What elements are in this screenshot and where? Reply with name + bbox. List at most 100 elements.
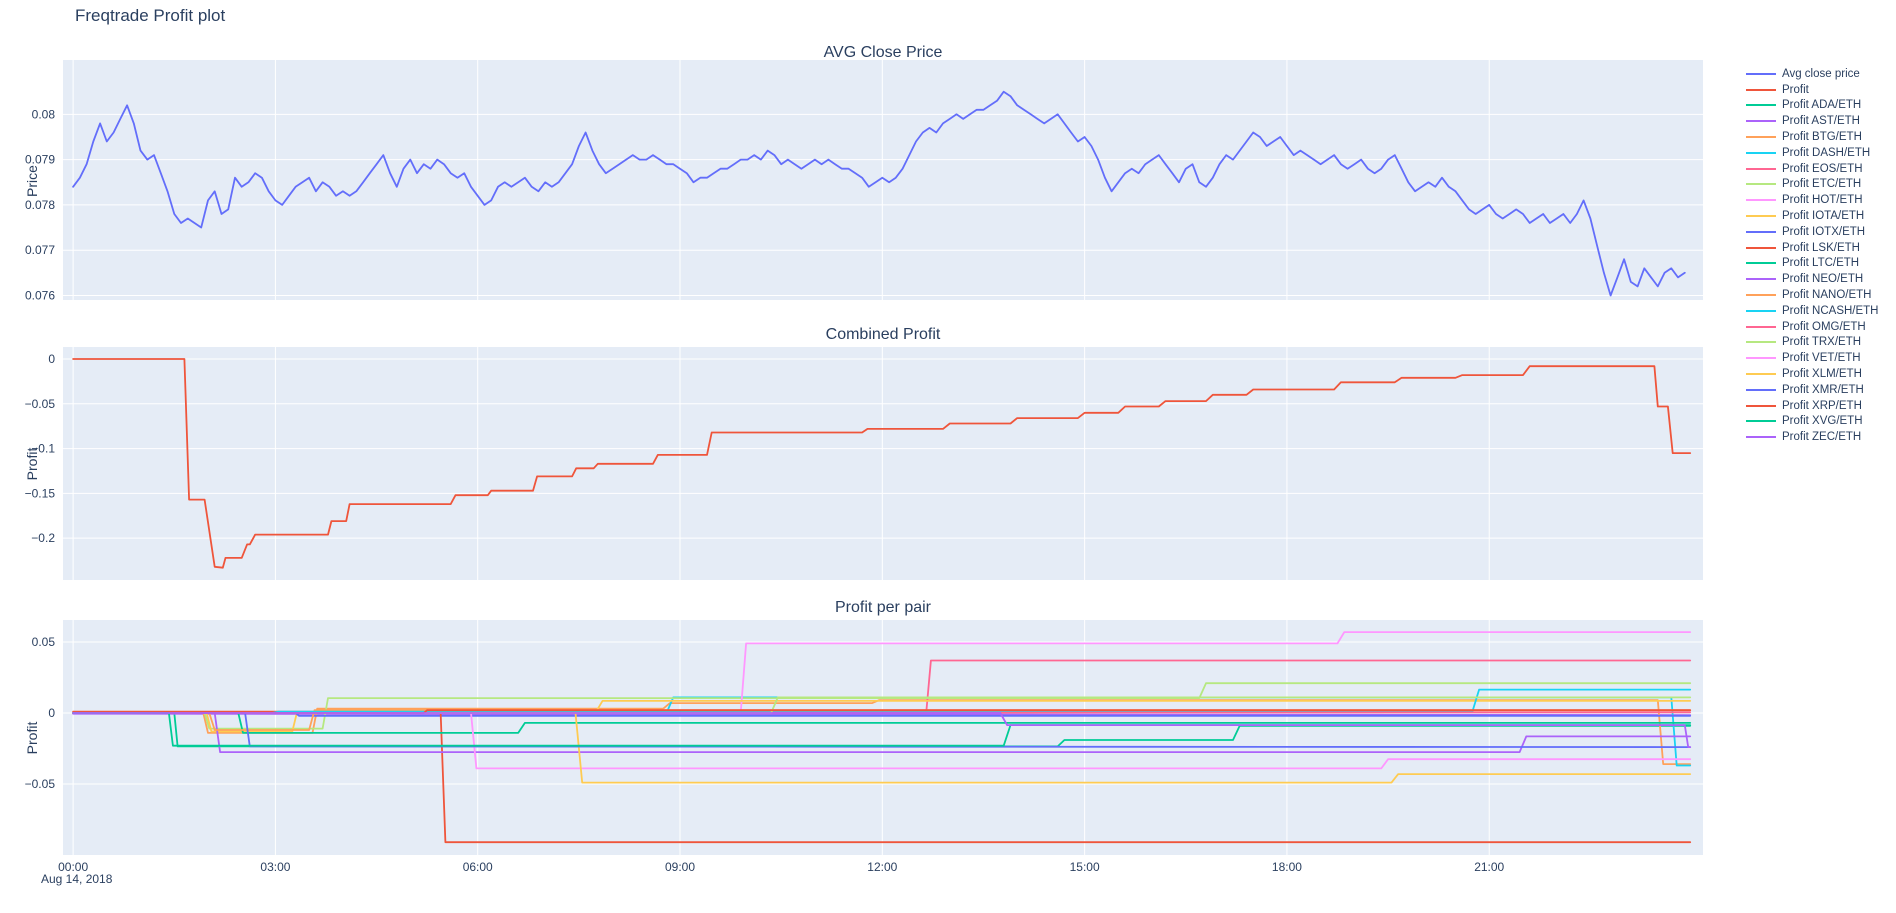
legend-line-icon [1746,420,1776,423]
y-tick-label: 0 [48,352,55,366]
legend-line-icon [1746,136,1776,139]
legend-item-label: Profit NEO/ETH [1782,273,1864,286]
x-tick-label: 09:00 [665,860,695,874]
subplot-title-combined-profit: Combined Profit [825,326,941,343]
legend-item-profit-eos-eth[interactable]: Profit EOS/ETH [1746,161,1879,177]
legend-item-label: Profit XVG/ETH [1782,415,1863,428]
legend-item-profit-zec-eth[interactable]: Profit ZEC/ETH [1746,429,1879,445]
series-profit-ada-eth [72,712,1692,748]
legend-item-profit-xlm-eth[interactable]: Profit XLM/ETH [1746,366,1879,382]
legend-item-label: Avg close price [1782,67,1860,80]
legend-item-label: Profit HOT/ETH [1782,194,1863,207]
legend-line-icon [1746,309,1776,312]
legend-line-icon [1746,341,1776,344]
series-avg-close-price [72,90,1686,297]
legend-item-label: Profit XMR/ETH [1782,383,1864,396]
legend-line-icon [1746,388,1776,391]
legend-item-profit-ast-eth[interactable]: Profit AST/ETH [1746,113,1879,129]
legend-line-icon [1746,151,1776,154]
legend-line-icon [1746,373,1776,376]
legend-item-avg-close-price[interactable]: Avg close price [1746,66,1879,82]
legend-item-profit-nano-eth[interactable]: Profit NANO/ETH [1746,287,1879,303]
legend-item-label: Profit IOTA/ETH [1782,210,1865,223]
legend-item-profit-btg-eth[interactable]: Profit BTG/ETH [1746,129,1879,145]
x-tick-label: 21:00 [1474,860,1504,874]
series-profit [72,358,1692,569]
subplot-0: 0.076 0.077 0.078 0.079 0.08 [25,60,1703,302]
x-tick-label: 03:00 [260,860,290,874]
subplot-1: 0 −0.05 −0.1 −0.15 −0.2 [25,347,1703,580]
legend-item-profit-xrp-eth[interactable]: Profit XRP/ETH [1746,398,1879,414]
legend-item-profit-vet-eth[interactable]: Profit VET/ETH [1746,350,1879,366]
y-tick-label: −0.05 [25,777,56,791]
legend-item-profit-hot-eth[interactable]: Profit HOT/ETH [1746,192,1879,208]
legend-line-icon [1746,404,1776,407]
legend-item-profit-xmr-eth[interactable]: Profit XMR/ETH [1746,382,1879,398]
x-tick-label: 18:00 [1272,860,1302,874]
series-profit-ast-eth [72,712,1692,716]
legend-item-label: Profit BTG/ETH [1782,131,1862,144]
legend-item-profit-neo-eth[interactable]: Profit NEO/ETH [1746,271,1879,287]
legend-line-icon [1746,199,1776,202]
legend-item-profit-trx-eth[interactable]: Profit TRX/ETH [1746,335,1879,351]
x-axis-date-annotation: Aug 14, 2018 [41,872,113,886]
legend-line-icon [1746,72,1776,75]
legend: Avg close price Profit Profit ADA/ETH Profi… [1746,66,1879,445]
legend-line-icon [1746,246,1776,249]
legend-item-label: Profit EOS/ETH [1782,162,1863,175]
legend-item-profit-iota-eth[interactable]: Profit IOTA/ETH [1746,208,1879,224]
legend-line-icon [1746,230,1776,233]
series-profit-zec-eth [72,712,1692,748]
legend-item-label: Profit XRP/ETH [1782,399,1862,412]
plot-area[interactable] [63,620,1703,855]
legend-item-label: Profit ZEC/ETH [1782,431,1862,444]
y-tick-label: −0.2 [31,531,55,545]
x-tick-label: 12:00 [867,860,897,874]
legend-item-profit-xvg-eth[interactable]: Profit XVG/ETH [1746,414,1879,430]
x-tick-label: 06:00 [463,860,493,874]
legend-line-icon [1746,104,1776,107]
legend-line-icon [1746,325,1776,328]
legend-item-label: Profit ADA/ETH [1782,99,1862,112]
legend-line-icon [1746,294,1776,297]
legend-line-icon [1746,215,1776,218]
legend-line-icon [1746,167,1776,170]
legend-item-profit-etc-eth[interactable]: Profit ETC/ETH [1746,177,1879,193]
y-tick-label: 0.078 [25,198,55,212]
legend-item-profit[interactable]: Profit [1746,82,1879,98]
legend-item-profit-dash-eth[interactable]: Profit DASH/ETH [1746,145,1879,161]
legend-line-icon [1746,357,1776,360]
y-tick-label: −0.15 [25,486,56,500]
y-tick-label: 0.08 [32,107,56,121]
legend-item-profit-omg-eth[interactable]: Profit OMG/ETH [1746,319,1879,335]
legend-item-profit-ada-eth[interactable]: Profit ADA/ETH [1746,98,1879,114]
legend-item-label: Profit NANO/ETH [1782,289,1872,302]
legend-item-profit-ltc-eth[interactable]: Profit LTC/ETH [1746,256,1879,272]
plot-area[interactable] [63,347,1703,580]
y-tick-label: −0.1 [31,442,55,456]
series-profit-iota-eth [72,700,1692,733]
legend-item-profit-ncash-eth[interactable]: Profit NCASH/ETH [1746,303,1879,319]
legend-item-label: Profit OMG/ETH [1782,320,1866,333]
legend-item-label: Profit [1782,83,1809,96]
y-tick-label: 0.077 [25,243,55,257]
y-tick-label: 0.076 [25,288,55,302]
legend-line-icon [1746,262,1776,265]
subplot-title-profit-per-pair: Profit per pair [834,599,932,616]
legend-item-label: Profit IOTX/ETH [1782,225,1866,238]
legend-item-label: Profit LSK/ETH [1782,241,1860,254]
legend-line-icon [1746,183,1776,186]
legend-line-icon [1746,278,1776,281]
subplot-title-avg-close-price: AVG Close Price [823,44,943,61]
legend-item-label: Profit VET/ETH [1782,352,1861,365]
y-tick-label: 0.05 [32,635,56,649]
x-tick-label: 15:00 [1070,860,1100,874]
subplot-2: 0.05 0 −0.05 [25,620,1703,855]
legend-item-profit-lsk-eth[interactable]: Profit LSK/ETH [1746,240,1879,256]
legend-item-label: Profit NCASH/ETH [1782,304,1879,317]
legend-item-profit-iotx-eth[interactable]: Profit IOTX/ETH [1746,224,1879,240]
plot-area[interactable] [63,60,1703,300]
legend-item-label: Profit LTC/ETH [1782,257,1860,270]
